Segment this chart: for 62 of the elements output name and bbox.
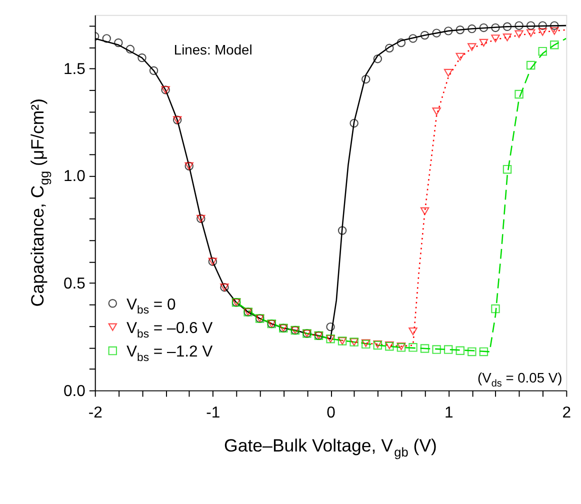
point [479, 23, 488, 32]
point [373, 54, 382, 64]
point [491, 34, 500, 42]
point [456, 346, 465, 355]
x-tick-label: 2 [562, 404, 572, 422]
point [420, 30, 430, 40]
point [502, 22, 512, 32]
point [502, 34, 512, 42]
x-tick-label: 0 [326, 404, 336, 422]
point [526, 60, 536, 70]
point [385, 44, 394, 52]
point [456, 52, 465, 61]
point [420, 207, 430, 216]
y-axis-title: Capacitance, Cgg (μF/cm²) [27, 98, 52, 307]
point [126, 44, 135, 54]
point [102, 34, 112, 43]
point [408, 34, 418, 43]
point [468, 43, 476, 51]
y-tick-label: 0.0 [64, 382, 86, 400]
point [468, 24, 476, 34]
point [491, 304, 500, 314]
point [502, 164, 512, 174]
point [114, 38, 123, 48]
point [550, 21, 559, 30]
annotation: Lines: Model [174, 41, 252, 58]
point [526, 29, 536, 37]
point [526, 21, 536, 30]
point [491, 23, 500, 32]
point [514, 21, 524, 30]
x-tick-label: -1 [206, 404, 220, 422]
point [408, 327, 418, 336]
point [550, 40, 559, 50]
y-tick-label: 0.5 [64, 275, 86, 292]
y-tick-label: 1.0 [64, 168, 86, 186]
point [138, 53, 146, 62]
point [326, 322, 335, 332]
point [550, 27, 559, 35]
point [432, 108, 441, 116]
point [479, 38, 488, 47]
x-tick-label: -2 [88, 404, 102, 422]
y-tick-label: 1.5 [64, 60, 86, 78]
point [444, 345, 453, 354]
point [361, 74, 370, 84]
x-tick-label: 1 [444, 404, 454, 422]
point [338, 226, 347, 235]
point [149, 66, 158, 75]
point [432, 345, 441, 354]
point [468, 347, 476, 356]
point [479, 347, 488, 356]
point [514, 30, 524, 38]
point [396, 38, 406, 48]
point [538, 46, 547, 56]
point [444, 26, 453, 36]
point [538, 28, 547, 36]
point [456, 26, 465, 34]
point [408, 343, 418, 352]
point [538, 21, 547, 30]
point [350, 118, 358, 128]
point [432, 28, 441, 38]
point [420, 344, 430, 353]
point [444, 68, 453, 77]
point [514, 90, 524, 99]
